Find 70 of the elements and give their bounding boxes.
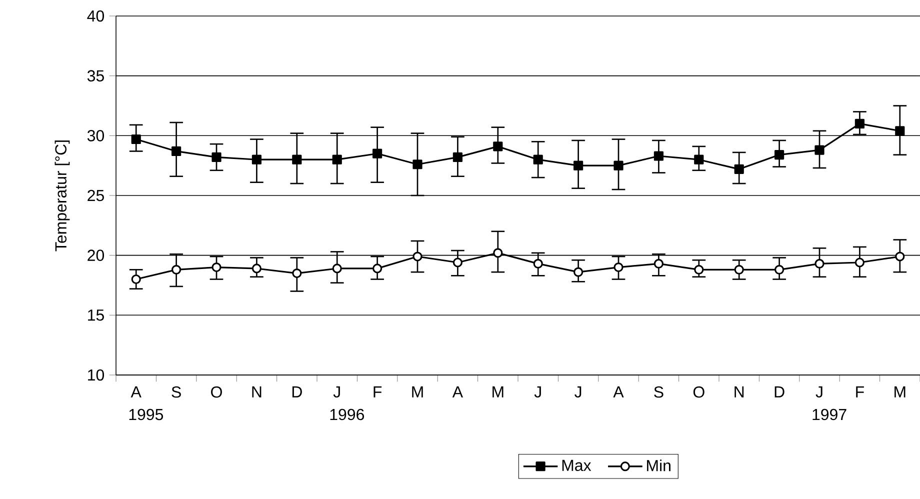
y-tick-label: 35 xyxy=(87,70,104,82)
point xyxy=(694,154,704,164)
point xyxy=(854,258,864,268)
point xyxy=(332,264,342,274)
point xyxy=(452,258,463,268)
x-tick-label: O xyxy=(211,386,222,398)
x-tick-label: M xyxy=(412,386,423,398)
x-tick-label: D xyxy=(774,386,784,398)
x-tick-label: J 1997 xyxy=(812,386,846,420)
point xyxy=(895,126,905,136)
point xyxy=(172,146,182,156)
point xyxy=(574,267,584,277)
point xyxy=(574,160,584,170)
x-tick-label: A xyxy=(452,386,464,398)
legend-label: Min xyxy=(647,460,670,472)
point xyxy=(654,151,664,161)
y-axis-title: Temperatur [°C] xyxy=(54,140,70,252)
x-tick-label: S xyxy=(172,386,181,398)
y-tick-label: 20 xyxy=(88,250,104,261)
point xyxy=(814,258,824,268)
point xyxy=(252,154,262,164)
point xyxy=(131,274,141,284)
x-tick-label: J xyxy=(534,386,541,398)
point xyxy=(412,252,422,262)
x-tick-label: J 1996 xyxy=(330,386,364,420)
legend-label: Max xyxy=(562,460,592,472)
point xyxy=(212,152,222,162)
point xyxy=(212,262,222,272)
point xyxy=(734,264,744,274)
point xyxy=(452,152,463,162)
x-tick-label: F xyxy=(856,386,864,398)
point xyxy=(533,258,543,268)
x-tick-label: M xyxy=(894,386,906,398)
x-tick-label: O xyxy=(693,386,704,398)
x-tick-label: A xyxy=(613,386,624,398)
point xyxy=(614,160,624,170)
point xyxy=(895,252,905,262)
point xyxy=(493,142,503,152)
x-tick-label: S xyxy=(654,386,664,398)
y-tick-label: 10 xyxy=(88,369,104,381)
point xyxy=(372,148,382,158)
point xyxy=(734,164,744,174)
point xyxy=(854,118,864,128)
point xyxy=(292,154,302,164)
y-tick-label: 30 xyxy=(87,130,104,142)
point xyxy=(694,264,704,274)
y-tick-label: 25 xyxy=(88,190,104,202)
point xyxy=(493,248,503,258)
point xyxy=(654,258,664,268)
point xyxy=(372,264,382,274)
x-tick-label: D xyxy=(292,386,302,398)
point xyxy=(252,264,262,274)
point xyxy=(614,262,624,272)
x-tick-label: N xyxy=(252,386,262,398)
x-tick-label: F xyxy=(374,386,382,398)
x-tick-label: A 1995 xyxy=(129,386,164,420)
point xyxy=(412,160,422,170)
y-tick-label: 40 xyxy=(87,10,104,22)
point xyxy=(332,154,342,164)
point xyxy=(131,134,141,144)
point xyxy=(533,154,543,164)
point xyxy=(172,264,182,274)
point xyxy=(814,145,824,155)
x-tick-label: N xyxy=(734,386,744,398)
y-tick-label: 15 xyxy=(88,310,104,321)
point xyxy=(774,150,784,160)
x-tick-label: M xyxy=(492,386,504,398)
x-tick-label: J xyxy=(574,386,582,398)
point xyxy=(774,264,784,274)
point xyxy=(292,268,302,278)
